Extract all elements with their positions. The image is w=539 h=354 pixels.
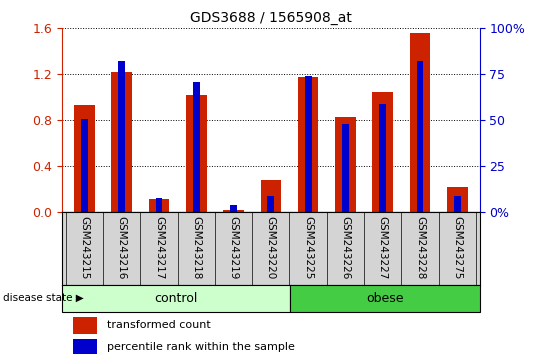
Text: GSM243215: GSM243215 xyxy=(79,216,89,279)
Bar xyxy=(454,196,461,212)
Bar xyxy=(81,119,88,212)
Bar xyxy=(62,285,290,312)
Text: obese: obese xyxy=(366,292,404,305)
Bar xyxy=(193,82,199,212)
Text: GSM243275: GSM243275 xyxy=(452,216,462,279)
Bar xyxy=(156,198,162,212)
Text: GSM243217: GSM243217 xyxy=(154,216,164,279)
Text: percentile rank within the sample: percentile rank within the sample xyxy=(107,342,295,352)
Bar xyxy=(447,187,468,212)
Text: GSM243227: GSM243227 xyxy=(378,216,388,279)
Bar xyxy=(260,180,281,212)
Title: GDS3688 / 1565908_at: GDS3688 / 1565908_at xyxy=(190,11,352,24)
Bar xyxy=(290,285,480,312)
Bar xyxy=(410,33,430,212)
Bar xyxy=(372,92,393,212)
Text: GSM243225: GSM243225 xyxy=(303,216,313,279)
Bar xyxy=(379,104,386,212)
Bar xyxy=(112,72,132,212)
Bar xyxy=(74,105,95,212)
Text: control: control xyxy=(154,292,198,305)
Bar xyxy=(73,316,97,333)
Text: transformed count: transformed count xyxy=(107,320,211,330)
Bar xyxy=(186,95,206,212)
Text: GSM243226: GSM243226 xyxy=(341,216,350,279)
Bar xyxy=(230,205,237,212)
Bar xyxy=(298,77,319,212)
Bar xyxy=(149,199,169,212)
Text: GSM243220: GSM243220 xyxy=(266,216,276,279)
Bar xyxy=(73,338,97,354)
Bar xyxy=(342,124,349,212)
Bar xyxy=(267,196,274,212)
Text: GSM243216: GSM243216 xyxy=(116,216,127,279)
Bar xyxy=(417,62,424,212)
Bar xyxy=(223,210,244,212)
Text: GSM243228: GSM243228 xyxy=(415,216,425,279)
Text: GSM243218: GSM243218 xyxy=(191,216,201,279)
Text: disease state ▶: disease state ▶ xyxy=(3,293,84,303)
Bar xyxy=(305,76,312,212)
Text: GSM243219: GSM243219 xyxy=(229,216,239,279)
Bar xyxy=(118,62,125,212)
Bar xyxy=(335,117,356,212)
